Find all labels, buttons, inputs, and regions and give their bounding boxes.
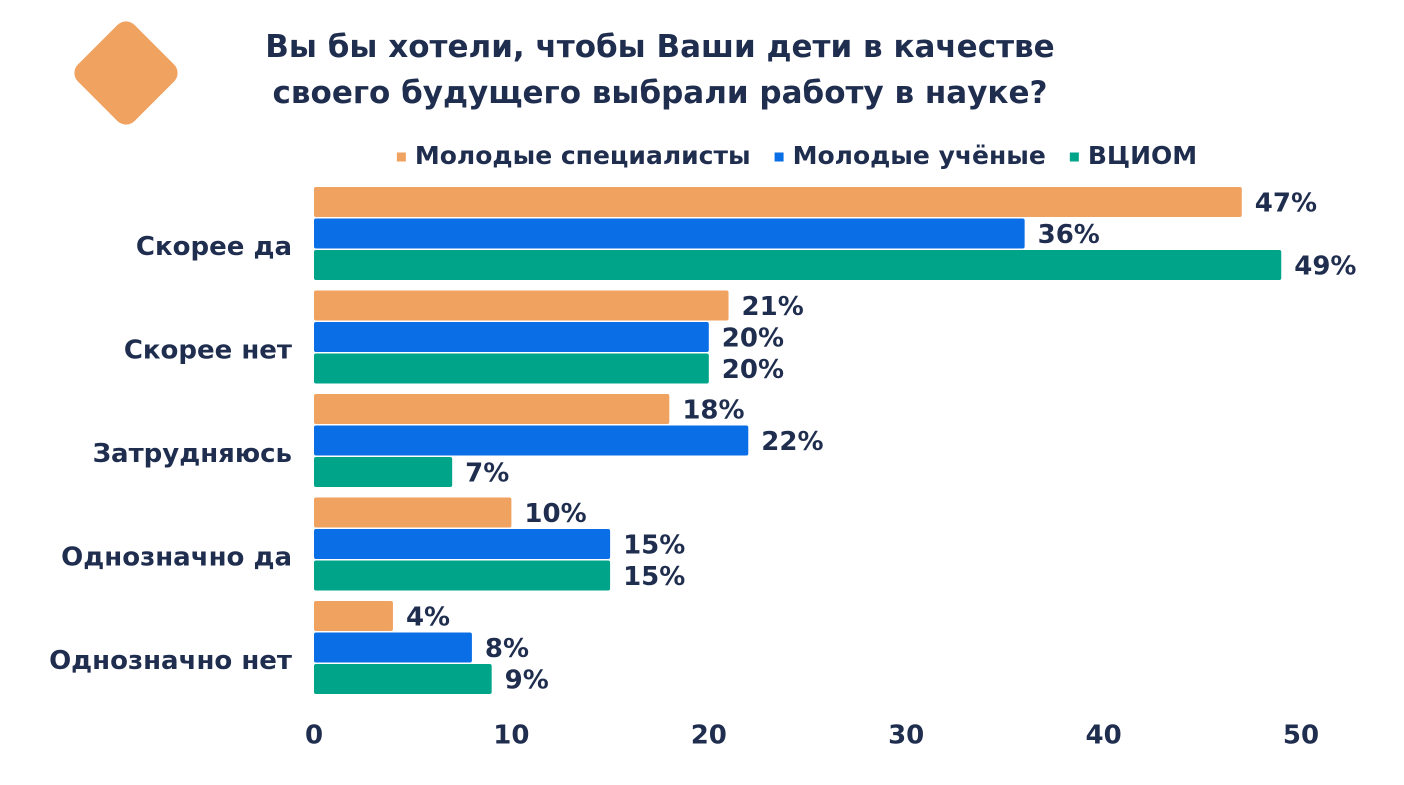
- chart-title-line-2: своего будущего выбрали работу в науке?: [272, 75, 1048, 111]
- bar: [314, 218, 1025, 249]
- data-label: 15%: [623, 531, 685, 561]
- legend-item: ВЦИОМ: [1069, 141, 1197, 170]
- legend-marker: [774, 152, 784, 162]
- x-tick-label: 30: [888, 721, 924, 751]
- bar: [314, 457, 453, 487]
- legend-label: ВЦИОМ: [1088, 141, 1197, 170]
- bar: [314, 353, 709, 384]
- x-tick-label: 40: [1086, 721, 1122, 751]
- bar: [314, 425, 749, 456]
- bar: [314, 290, 729, 321]
- chart-title: Вы бы хотели, чтобы Ваши дети в качестве…: [230, 24, 1090, 116]
- bar: [314, 250, 1282, 280]
- bar: [314, 664, 492, 694]
- x-tick-label: 0: [305, 721, 323, 751]
- category-label: Скорее да: [136, 232, 292, 262]
- category-label: Скорее нет: [124, 335, 292, 365]
- data-label: 9%: [505, 666, 549, 696]
- legend-marker: [1069, 152, 1079, 162]
- data-label: 20%: [722, 355, 784, 385]
- bar: [314, 601, 393, 631]
- chart-title-line-1: Вы бы хотели, чтобы Ваши дети в качестве: [265, 29, 1055, 65]
- data-label: 20%: [722, 324, 784, 354]
- x-tick-label: 50: [1283, 721, 1319, 751]
- data-label: 8%: [485, 634, 529, 664]
- bar: [314, 497, 512, 528]
- legend-marker: [396, 152, 406, 162]
- bar: [314, 529, 611, 559]
- data-label: 15%: [623, 562, 685, 592]
- bar: [314, 632, 472, 663]
- chart-bars: 47%36%49%21%20%20%18%22%7%10%15%15%4%8%9…: [314, 187, 1356, 696]
- x-axis-ticks: 0 10 20 30 40 50: [305, 721, 1319, 751]
- data-label: 22%: [761, 427, 823, 457]
- category-labels: Скорее да Скорее нет Затрудняюсь Однозначно…: [49, 232, 292, 676]
- legend-label: Молодые специалисты: [415, 141, 751, 170]
- data-label: 18%: [682, 396, 744, 426]
- data-label: 49%: [1294, 252, 1356, 282]
- legend-item: Молодые учёные: [774, 141, 1046, 170]
- data-label: 7%: [465, 459, 509, 489]
- category-label: Однозначно нет: [49, 646, 292, 676]
- diamond-logo-icon: [74, 21, 178, 125]
- data-label: 4%: [406, 603, 450, 633]
- legend-item: Молодые специалисты: [396, 141, 751, 170]
- bar: [314, 187, 1242, 217]
- data-label: 36%: [1038, 220, 1100, 250]
- bar: [314, 322, 709, 352]
- bar: [314, 394, 670, 424]
- x-tick-label: 20: [691, 721, 727, 751]
- data-label: 10%: [524, 499, 586, 529]
- category-label: Однозначно да: [61, 542, 292, 572]
- data-label: 47%: [1255, 189, 1317, 219]
- legend-label: Молодые учёные: [793, 141, 1046, 170]
- category-label: Затрудняюсь: [93, 439, 292, 469]
- bar: [314, 560, 611, 591]
- x-tick-label: 10: [493, 721, 529, 751]
- data-label: 21%: [742, 292, 804, 322]
- chart-legend: Молодые специалисты Молодые учёные ВЦИОМ: [396, 141, 1197, 170]
